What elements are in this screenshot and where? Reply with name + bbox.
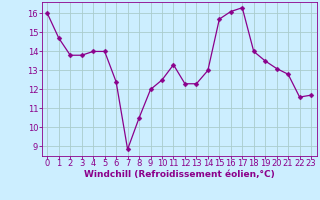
X-axis label: Windchill (Refroidissement éolien,°C): Windchill (Refroidissement éolien,°C) (84, 170, 275, 179)
